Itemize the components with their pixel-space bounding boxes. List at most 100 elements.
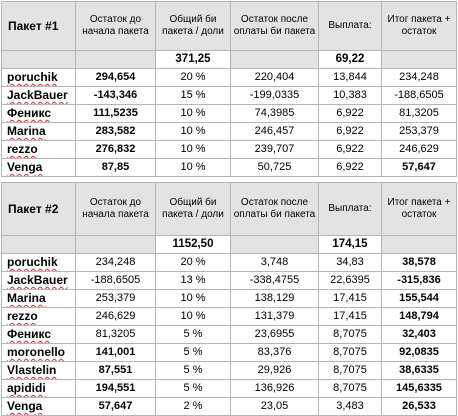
player-name: poruchik xyxy=(1,68,76,87)
player-name: Феникс xyxy=(1,104,76,123)
packet-2-header-start: Остаток до начала пакета xyxy=(75,182,156,236)
start-balance: -143,346 xyxy=(75,86,156,105)
player-name: Venga xyxy=(1,158,76,177)
start-balance: 81,3205 xyxy=(75,325,156,344)
after-balance: 131,379 xyxy=(230,307,319,326)
after-balance: 138,129 xyxy=(230,289,319,308)
start-balance: 276,832 xyxy=(75,140,156,159)
packet-1-table: Пакет #1 Остаток до начала пакета Общий … xyxy=(1,1,457,177)
payout: 6,922 xyxy=(318,140,382,159)
packet-1-title: Пакет #1 xyxy=(1,1,76,51)
share: 10 % xyxy=(155,289,231,308)
start-balance: 194,551 xyxy=(75,379,156,398)
player-name: Marina xyxy=(1,289,76,308)
payout: 8,7075 xyxy=(318,325,382,344)
player-name: Venga xyxy=(1,397,76,416)
after-balance: 23,6955 xyxy=(230,325,319,344)
after-balance: -338,4755 xyxy=(230,271,319,290)
start-balance: 283,582 xyxy=(75,122,156,141)
result: -188,6505 xyxy=(381,86,457,105)
share: 5 % xyxy=(155,361,231,380)
packet-1-header-row: Пакет #1 Остаток до начала пакета Общий … xyxy=(1,1,457,51)
share: 20 % xyxy=(155,253,231,272)
after-balance: 220,404 xyxy=(230,68,319,87)
result: 145,6335 xyxy=(381,379,457,398)
packet-2-totals-row: 1152,50 174,15 xyxy=(1,235,457,254)
after-balance: 23,05 xyxy=(230,397,319,416)
packet-2-header-after: Остаток после оплаты би пакета xyxy=(230,182,319,236)
packet-2-total-payout: 174,15 xyxy=(318,235,382,254)
start-balance: 87,85 xyxy=(75,158,156,177)
packet-2-header-payout: Выплата: xyxy=(318,182,382,236)
table-row: Marina 283,582 10 % 246,457 6,922 253,37… xyxy=(1,122,457,141)
table-row: Venga 57,647 2 % 23,05 3,483 26,533 xyxy=(1,397,457,416)
payout: 17,415 xyxy=(318,289,382,308)
start-balance: 87,551 xyxy=(75,361,156,380)
result: 38,578 xyxy=(381,253,457,272)
packet-1-totals-row: 371,25 69,22 xyxy=(1,50,457,69)
packet-2-total-bi: 1152,50 xyxy=(155,235,231,254)
packet-1-header-after: Остаток после оплаты би пакета xyxy=(230,1,319,51)
result: 26,533 xyxy=(381,397,457,416)
start-balance: 234,248 xyxy=(75,253,156,272)
after-balance: 3,748 xyxy=(230,253,319,272)
payout: 6,922 xyxy=(318,122,382,141)
payout: 13,844 xyxy=(318,68,382,87)
after-balance: 239,707 xyxy=(230,140,319,159)
blank-cell xyxy=(1,50,76,69)
table-row: poruchik 294,654 20 % 220,404 13,844 234… xyxy=(1,68,457,87)
result: 32,403 xyxy=(381,325,457,344)
blank-cell xyxy=(75,50,156,69)
payout: 8,7075 xyxy=(318,361,382,380)
table-row: rezzo 276,832 10 % 239,707 6,922 246,629 xyxy=(1,140,457,159)
table-row: apididi 194,551 5 % 136,926 8,7075 145,6… xyxy=(1,379,457,398)
player-name: rezzo xyxy=(1,307,76,326)
share: 10 % xyxy=(155,158,231,177)
share: 5 % xyxy=(155,325,231,344)
payout: 8,7075 xyxy=(318,379,382,398)
packet-1-header-start: Остаток до начала пакета xyxy=(75,1,156,51)
player-name: poruchik xyxy=(1,253,76,272)
player-name: Vlastelin xyxy=(1,361,76,380)
table-row: JackBauer -188,6505 13 % -338,4755 22,63… xyxy=(1,271,457,290)
packet-1-header-result: Итог пакета + остаток xyxy=(381,1,457,51)
start-balance: 141,001 xyxy=(75,343,156,362)
share: 15 % xyxy=(155,86,231,105)
result: 57,647 xyxy=(381,158,457,177)
blank-cell xyxy=(75,235,156,254)
result: 148,794 xyxy=(381,307,457,326)
start-balance: 253,379 xyxy=(75,289,156,308)
payout: 6,922 xyxy=(318,158,382,177)
share: 10 % xyxy=(155,307,231,326)
table-row: poruchik 234,248 20 % 3,748 34,83 38,578 xyxy=(1,253,457,272)
share: 10 % xyxy=(155,104,231,123)
blank-cell xyxy=(381,50,457,69)
share: 13 % xyxy=(155,271,231,290)
after-balance: 136,926 xyxy=(230,379,319,398)
after-balance: 50,725 xyxy=(230,158,319,177)
result: 81,3205 xyxy=(381,104,457,123)
table-row: Феникс 111,5235 10 % 74,3985 6,922 81,32… xyxy=(1,104,457,123)
packet-1-header-share: Общий би пакета / доли xyxy=(155,1,231,51)
payout: 17,415 xyxy=(318,307,382,326)
after-balance: 246,457 xyxy=(230,122,319,141)
share: 10 % xyxy=(155,140,231,159)
blank-cell xyxy=(381,235,457,254)
table-row: moronello 141,001 5 % 83,376 8,7075 92,0… xyxy=(1,343,457,362)
after-balance: 74,3985 xyxy=(230,104,319,123)
player-name: Феникс xyxy=(1,325,76,344)
blank-cell xyxy=(1,235,76,254)
after-balance: 83,376 xyxy=(230,343,319,362)
packet-2-header-result: Итог пакета + остаток xyxy=(381,182,457,236)
share: 5 % xyxy=(155,343,231,362)
result: 92,0835 xyxy=(381,343,457,362)
player-name: JackBauer xyxy=(1,86,76,105)
result: 234,248 xyxy=(381,68,457,87)
start-balance: 246,629 xyxy=(75,307,156,326)
after-balance: -199,0335 xyxy=(230,86,319,105)
packet-2-header-row: Пакет #2 Остаток до начала пакета Общий … xyxy=(1,182,457,236)
payout: 10,383 xyxy=(318,86,382,105)
share: 20 % xyxy=(155,68,231,87)
start-balance: 111,5235 xyxy=(75,104,156,123)
packet-1-header-payout: Выплата: xyxy=(318,1,382,51)
